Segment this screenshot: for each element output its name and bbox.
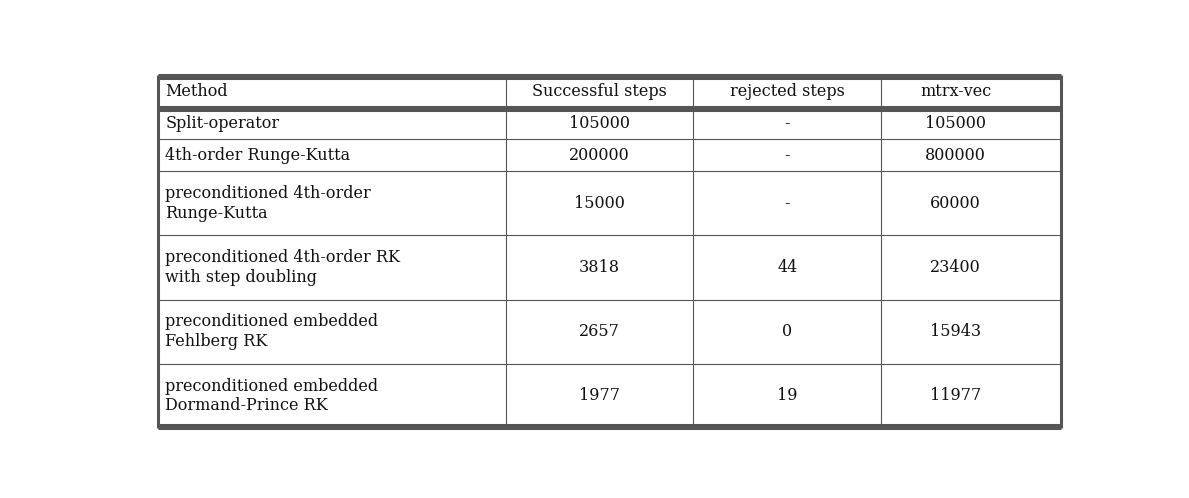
Text: 11977: 11977 bbox=[930, 387, 981, 404]
Text: preconditioned 4th-order
Runge-Kutta: preconditioned 4th-order Runge-Kutta bbox=[165, 185, 371, 222]
Text: preconditioned embedded
Fehlberg RK: preconditioned embedded Fehlberg RK bbox=[165, 313, 378, 350]
Text: 19: 19 bbox=[778, 387, 798, 404]
Text: -: - bbox=[785, 195, 789, 212]
Text: Split-operator: Split-operator bbox=[165, 115, 279, 131]
Text: 15000: 15000 bbox=[574, 195, 625, 212]
Text: Successful steps: Successful steps bbox=[531, 83, 667, 100]
Text: 0: 0 bbox=[782, 323, 792, 340]
Text: 23400: 23400 bbox=[930, 259, 981, 276]
Text: preconditioned 4th-order RK
with step doubling: preconditioned 4th-order RK with step do… bbox=[165, 249, 401, 286]
Text: 800000: 800000 bbox=[925, 147, 986, 164]
Text: Method: Method bbox=[165, 83, 228, 100]
Text: 44: 44 bbox=[778, 259, 798, 276]
Text: 3818: 3818 bbox=[579, 259, 619, 276]
Text: rejected steps: rejected steps bbox=[730, 83, 844, 100]
Text: 105000: 105000 bbox=[568, 115, 630, 131]
Text: -: - bbox=[785, 147, 789, 164]
Text: 105000: 105000 bbox=[925, 115, 986, 131]
Text: mtrx-vec: mtrx-vec bbox=[920, 83, 992, 100]
Text: 200000: 200000 bbox=[570, 147, 630, 164]
Text: 2657: 2657 bbox=[579, 323, 619, 340]
Text: 1977: 1977 bbox=[579, 387, 619, 404]
Text: 4th-order Runge-Kutta: 4th-order Runge-Kutta bbox=[165, 147, 351, 164]
Text: -: - bbox=[785, 115, 789, 131]
Text: 15943: 15943 bbox=[930, 323, 981, 340]
Text: 60000: 60000 bbox=[930, 195, 981, 212]
Text: preconditioned embedded
Dormand-Prince RK: preconditioned embedded Dormand-Prince R… bbox=[165, 377, 378, 414]
